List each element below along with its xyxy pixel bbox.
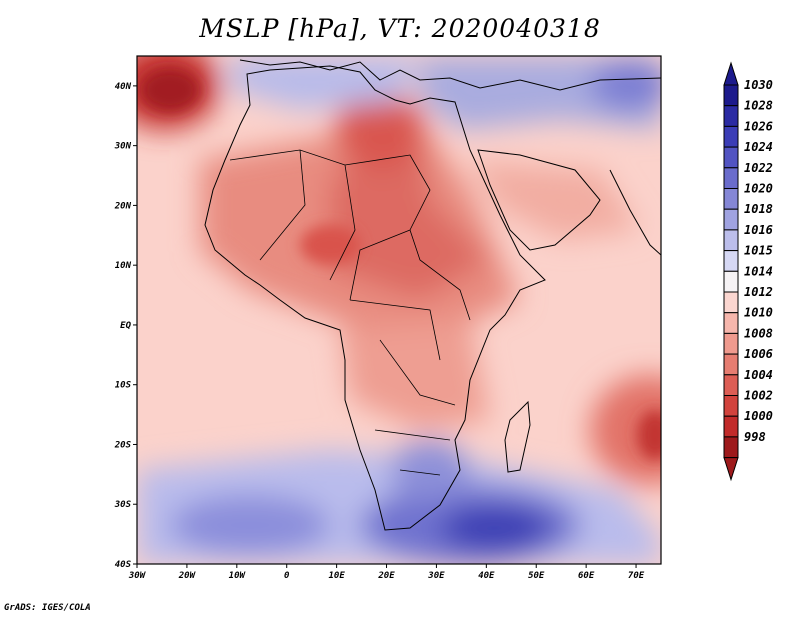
grads-credit: GrADS: IGES/COLA bbox=[4, 603, 91, 613]
colorbar-label: 1012 bbox=[744, 285, 773, 299]
lat-tick-label: 40S bbox=[115, 560, 132, 570]
south-indian-high-core bbox=[440, 506, 550, 550]
colorbar-swatch bbox=[723, 229, 739, 252]
lat-tick-label: EQ bbox=[120, 321, 131, 331]
lat-tick-label: 20N bbox=[114, 201, 132, 211]
pressure-shading bbox=[137, 56, 661, 564]
colorbar-label: 1006 bbox=[744, 347, 773, 361]
lon-tick-label: 40E bbox=[478, 571, 495, 581]
colorbar-swatch bbox=[723, 105, 739, 127]
colorbar-swatch bbox=[723, 374, 739, 396]
colorbar-label: 1016 bbox=[744, 223, 773, 237]
colorbar-label: 1030 bbox=[744, 78, 773, 92]
colorbar-bottom-arrow bbox=[723, 457, 739, 482]
colorbar-swatch bbox=[723, 395, 739, 417]
colorbar-label: 1010 bbox=[744, 306, 773, 320]
coastlines bbox=[204, 59, 661, 531]
colorbar-label: 998 bbox=[744, 430, 766, 444]
colorbar-label: 1018 bbox=[744, 202, 773, 216]
lon-tick-label: 0 bbox=[284, 571, 290, 581]
colorbar-label: 1008 bbox=[744, 326, 773, 340]
colorbar-swatch bbox=[723, 270, 739, 293]
madagascar-coastline bbox=[504, 400, 531, 473]
colorbar-label: 1015 bbox=[744, 244, 773, 258]
colorbar-swatch bbox=[723, 84, 739, 107]
lon-tick-label: 50E bbox=[528, 571, 545, 581]
colorbar-swatch bbox=[723, 291, 739, 314]
colorbar-swatch bbox=[723, 125, 739, 148]
colorbar-label: 1004 bbox=[744, 368, 773, 382]
south-africa-high bbox=[390, 440, 470, 500]
india-coastline bbox=[609, 169, 661, 256]
asia-high bbox=[590, 60, 661, 110]
colorbar-label: 1020 bbox=[744, 182, 773, 196]
colorbar-swatch bbox=[723, 208, 739, 231]
lat-tick-label: 40N bbox=[115, 82, 132, 92]
colorbar-swatch bbox=[723, 312, 739, 334]
map-title: MSLP [hPa], VT: 2020040318 bbox=[199, 14, 601, 43]
lat-tick-label: 10S bbox=[115, 381, 132, 391]
plot-frame bbox=[136, 55, 662, 565]
longitude-axis: 30W 20W 10W 0 10E 20E 30E 40E 50E 60E 70E bbox=[128, 564, 645, 581]
colorbar-label: 1014 bbox=[744, 264, 773, 278]
borders bbox=[229, 149, 471, 476]
congo-low bbox=[340, 320, 490, 430]
colorbar-swatch bbox=[723, 167, 739, 190]
colorbar-label: 1026 bbox=[744, 119, 773, 133]
lat-tick-label: 30S bbox=[114, 500, 132, 510]
colorbar-swatch bbox=[723, 415, 739, 438]
colorbar-label: 1002 bbox=[744, 389, 773, 403]
lat-tick-label: 30N bbox=[114, 142, 132, 152]
libya-low bbox=[335, 90, 425, 170]
arabia-low bbox=[470, 160, 640, 240]
colorbar: 1030 1028 1026 1024 1022 1020 1018 1016 1015 1014… bbox=[723, 61, 773, 482]
lon-tick-label: 10W bbox=[229, 571, 247, 581]
lat-tick-label: 20S bbox=[114, 440, 132, 450]
lon-tick-label: 10E bbox=[328, 571, 345, 581]
colorbar-top-arrow bbox=[723, 61, 739, 86]
colorbar-swatch bbox=[723, 353, 739, 376]
lat-tick-label: 10N bbox=[115, 261, 132, 271]
lon-tick-label: 20E bbox=[377, 571, 395, 581]
colorbar-swatch bbox=[723, 332, 739, 355]
colorbar-label: 1000 bbox=[744, 409, 773, 423]
south-atlantic-high-core bbox=[170, 495, 330, 555]
lon-tick-label: 30E bbox=[427, 571, 445, 581]
europe-coastline bbox=[239, 59, 661, 91]
lon-tick-label: 30W bbox=[128, 571, 147, 581]
colorbar-label: 1028 bbox=[744, 99, 773, 113]
lon-tick-label: 60E bbox=[578, 571, 595, 581]
colorbar-swatch bbox=[723, 250, 739, 272]
lon-tick-label: 20W bbox=[178, 571, 197, 581]
indian-ocean-low bbox=[590, 375, 661, 485]
colorbar-label: 1022 bbox=[744, 161, 773, 175]
arabia-coastline bbox=[477, 149, 601, 251]
latitude-axis: 40N 30N 20N 10N EQ 10S 20S 30S 40S bbox=[114, 82, 137, 570]
lon-tick-label: 70E bbox=[628, 571, 645, 581]
colorbar-swatch bbox=[723, 188, 739, 210]
colorbar-swatch bbox=[723, 436, 739, 459]
colorbar-label: 1024 bbox=[744, 140, 773, 154]
colorbar-swatch bbox=[723, 146, 739, 169]
africa-coastline bbox=[204, 65, 546, 531]
